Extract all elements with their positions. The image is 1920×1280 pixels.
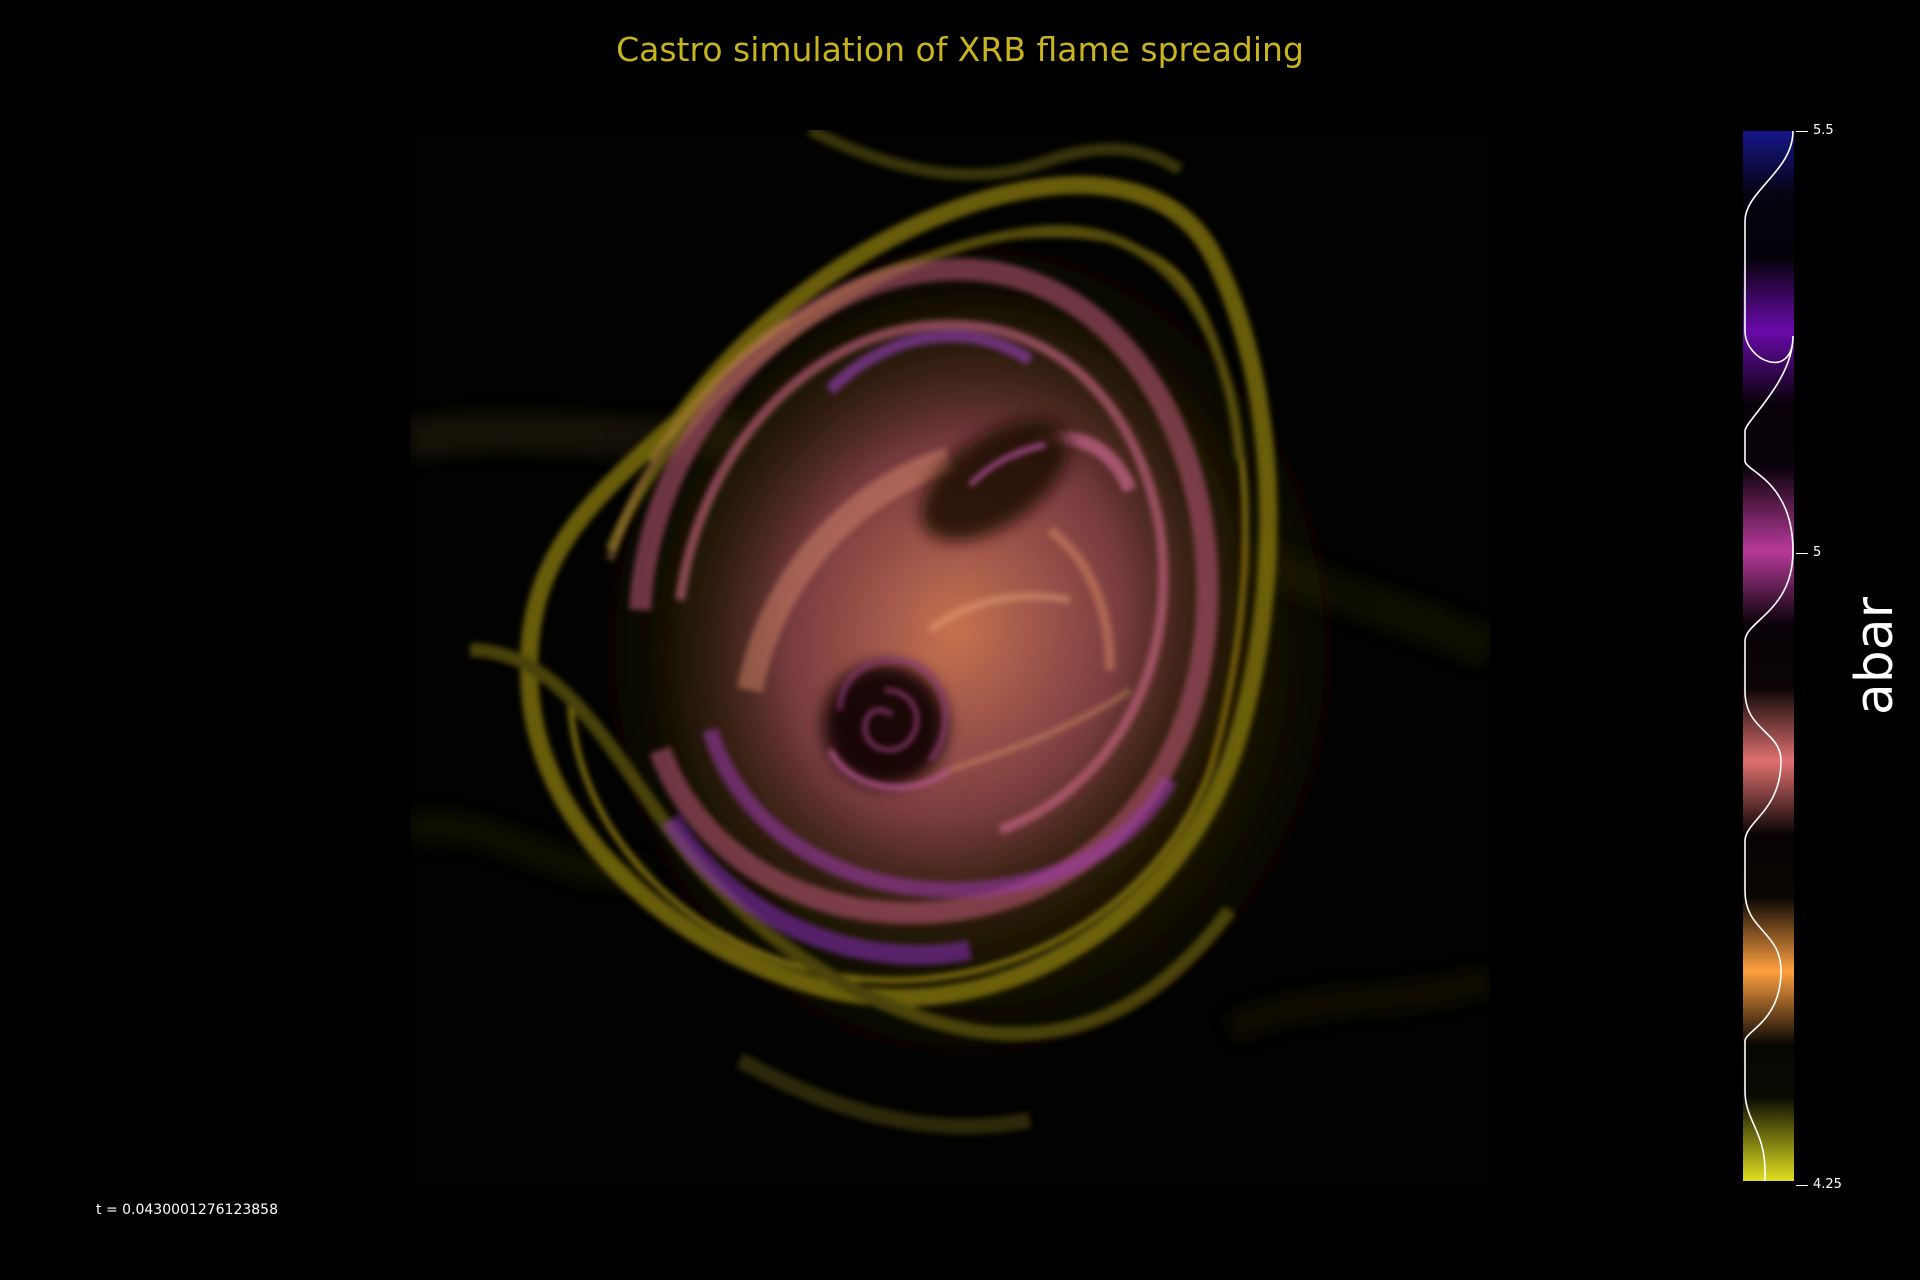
colorbar-tick-label: 5	[1813, 545, 1822, 560]
colorbar-tick-label: 4.25	[1813, 1177, 1842, 1192]
colorbar-tick	[1796, 131, 1808, 132]
volume-rendering	[410, 130, 1490, 1185]
colorbar	[1743, 130, 1794, 1181]
figure-title: Castro simulation of XRB flame spreading	[616, 30, 1304, 69]
colorbar-tick-label: 5.5	[1813, 123, 1834, 138]
colorbar-tick	[1796, 553, 1808, 554]
colorbar-title: abar	[1845, 596, 1905, 716]
colorbar-tick	[1796, 1185, 1808, 1186]
time-label: t = 0.0430001276123858	[96, 1202, 278, 1218]
